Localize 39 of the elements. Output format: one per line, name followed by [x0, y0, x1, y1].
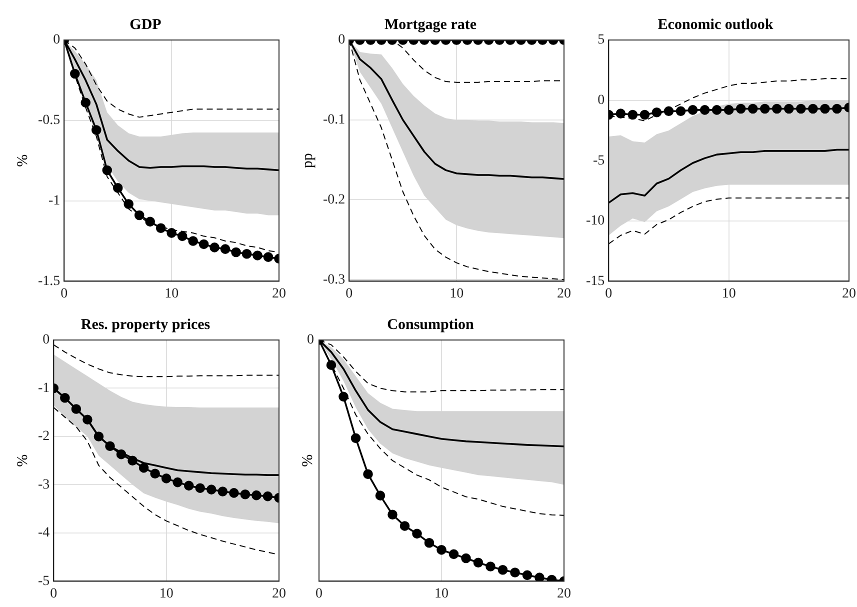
chart-title: Consumption [387, 316, 475, 333]
y-tick-label: -3 [38, 477, 50, 492]
y-axis-title: % [300, 454, 316, 467]
chart-title: Res. property prices [80, 316, 210, 333]
y-tick-label: -2 [38, 429, 50, 444]
y-tick-label: -0.1 [322, 112, 346, 128]
y-tick-label: -0.2 [322, 192, 346, 208]
annotation: 0 [307, 332, 314, 348]
x-tick-label: 10 [164, 286, 179, 302]
y-tick-label: -10 [586, 214, 605, 229]
y-tick-label: -1 [48, 193, 60, 208]
x-tick-label: 20 [557, 286, 571, 302]
chart-title: GDP [130, 16, 162, 33]
y-tick-label: 5 [598, 32, 605, 48]
y-tick-label: 0 [338, 32, 346, 48]
x-tick-label: 20 [842, 286, 856, 302]
x-tick-label: 10 [722, 286, 736, 302]
y-axis-title: % [14, 154, 31, 167]
chart-title: Mortgage rate [384, 16, 477, 33]
x-tick-label: 20 [272, 586, 286, 602]
y-tick-label: -15 [586, 274, 605, 289]
chart-title: Economic outlook [658, 16, 774, 33]
y-tick-label: -1 [38, 380, 50, 396]
x-tick-label: 20 [557, 586, 571, 602]
x-tick-label: 10 [434, 586, 448, 602]
y-tick-label: -0.3 [322, 272, 346, 288]
y-tick-label: -1.5 [38, 274, 60, 289]
y-tick-label: 0 [53, 32, 60, 48]
x-tick-label: 10 [159, 586, 174, 602]
y-axis-title: % [14, 454, 31, 467]
x-tick-label: 20 [272, 286, 286, 302]
y-tick-label: -0.5 [38, 113, 60, 128]
x-tick-label: 10 [450, 286, 464, 302]
y-tick-label: 0 [598, 92, 605, 108]
y-tick-label: -5 [592, 153, 605, 168]
y-axis-title: pp [300, 153, 316, 168]
y-tick-label: 0 [42, 332, 50, 348]
y-tick-label: -4 [38, 526, 50, 541]
y-tick-label: -5 [38, 574, 50, 589]
